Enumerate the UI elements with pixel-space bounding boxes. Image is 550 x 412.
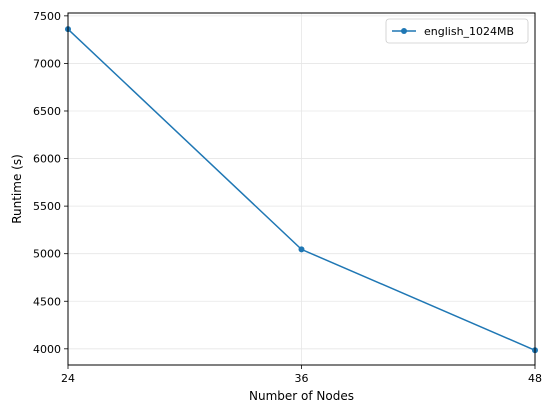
x-axis: 24 36 48 xyxy=(61,365,542,385)
y-tick-label: 5500 xyxy=(33,200,61,213)
y-tick-label: 7500 xyxy=(33,10,61,23)
y-tick-label: 6500 xyxy=(33,105,61,118)
y-tick-label: 4500 xyxy=(33,295,61,308)
grid xyxy=(67,13,536,365)
y-tick-label: 5000 xyxy=(33,248,61,261)
y-axis-label: Runtime (s) xyxy=(10,154,24,224)
x-tick-label: 24 xyxy=(61,372,75,385)
series-layer xyxy=(65,26,538,354)
x-tick-label: 36 xyxy=(295,372,309,385)
legend-label: english_1024MB xyxy=(424,25,514,38)
x-tick-label: 48 xyxy=(528,372,542,385)
y-tick-label: 7000 xyxy=(33,57,61,70)
x-axis-label: Number of Nodes xyxy=(249,389,354,403)
y-tick-label: 6000 xyxy=(33,153,61,166)
data-point xyxy=(298,246,305,253)
y-axis: 4000 4500 5000 5500 6000 6500 7000 7500 xyxy=(33,10,68,356)
y-tick-label: 4000 xyxy=(33,343,61,356)
legend-swatch-marker xyxy=(401,28,407,34)
legend: english_1024MB xyxy=(385,18,529,44)
legend-box xyxy=(385,18,529,44)
